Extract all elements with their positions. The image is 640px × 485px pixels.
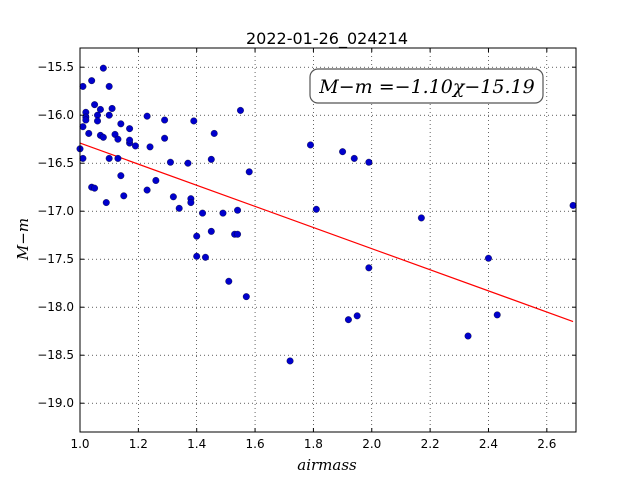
data-point <box>143 112 151 120</box>
data-point <box>225 277 233 285</box>
data-point <box>175 204 183 212</box>
x-tick-label: 1.8 <box>304 437 323 451</box>
plot-frame <box>79 47 577 433</box>
x-tick-label: 1.0 <box>70 437 89 451</box>
y-tick-label: −15.5 <box>37 60 74 74</box>
data-point <box>114 154 122 162</box>
data-point <box>94 117 101 125</box>
data-point <box>193 232 201 240</box>
y-tick-label: −17.0 <box>37 204 74 218</box>
y-tick-label: −18.5 <box>37 348 74 362</box>
data-point <box>312 205 320 213</box>
data-point <box>193 252 201 260</box>
data-point <box>114 135 122 143</box>
y-tick-label: −17.5 <box>37 252 74 266</box>
x-tick-label: 1.2 <box>129 437 148 451</box>
data-point <box>117 172 125 180</box>
data-point <box>85 129 93 137</box>
data-point <box>96 105 104 113</box>
x-axis-label: airmass <box>297 456 357 474</box>
x-tick-label: 1.4 <box>187 437 206 451</box>
data-point <box>207 155 215 163</box>
x-tick-label: 2.4 <box>479 437 498 451</box>
y-axis-label: M−m <box>14 218 32 261</box>
y-tick-label: −16.5 <box>37 156 74 170</box>
data-point <box>120 192 128 200</box>
data-point <box>339 148 347 156</box>
data-point <box>485 254 492 262</box>
data-point <box>126 125 134 133</box>
data-point <box>365 158 373 166</box>
annotation-box <box>309 68 544 104</box>
data-point <box>184 159 192 167</box>
x-tick-label: 2.2 <box>421 437 440 451</box>
data-point <box>99 64 107 72</box>
data-point <box>166 158 174 166</box>
data-point <box>245 168 253 176</box>
data-point <box>146 143 154 151</box>
data-point <box>417 214 425 222</box>
data-point <box>569 201 577 209</box>
data-point <box>219 209 227 217</box>
fit-line-layer <box>79 142 574 323</box>
data-point <box>169 193 177 201</box>
data-points <box>76 64 577 365</box>
data-point <box>286 357 294 365</box>
chart-title: 2022-01-26_024214 <box>246 29 408 49</box>
data-point <box>79 82 87 90</box>
data-point <box>88 77 96 85</box>
data-point <box>117 120 125 128</box>
data-point <box>234 206 242 214</box>
data-point <box>105 154 113 162</box>
data-point <box>307 141 314 149</box>
data-point <box>344 316 352 324</box>
data-point <box>143 186 151 194</box>
data-point <box>464 332 472 340</box>
x-tick-label: 1.6 <box>246 437 265 451</box>
data-point <box>91 184 99 192</box>
data-point <box>161 134 169 142</box>
data-point <box>91 101 99 109</box>
data-point <box>99 133 107 141</box>
data-point <box>190 117 198 125</box>
data-point <box>82 116 90 124</box>
data-point <box>79 154 87 162</box>
data-point <box>105 111 113 119</box>
data-point <box>350 154 358 162</box>
data-point <box>202 253 209 261</box>
data-point <box>79 123 87 131</box>
y-tick-label: −16.0 <box>37 108 74 122</box>
data-point <box>242 293 250 301</box>
x-tick-label: 2.6 <box>537 437 556 451</box>
data-point <box>187 199 195 207</box>
data-point <box>365 264 373 272</box>
fit-line <box>79 142 574 323</box>
equation-annotation: M−m =−1.10χ−15.19 <box>309 68 544 104</box>
data-point <box>210 129 218 137</box>
data-point <box>131 142 139 150</box>
data-point <box>207 227 215 235</box>
data-point <box>353 312 361 320</box>
data-point <box>126 136 134 144</box>
x-tick-label: 2.0 <box>362 437 381 451</box>
data-point <box>234 230 242 238</box>
data-point <box>199 209 206 217</box>
data-point <box>102 199 110 207</box>
data-point <box>105 82 113 90</box>
data-point <box>94 111 101 119</box>
data-point <box>108 105 116 112</box>
y-tick-label: −18.0 <box>37 300 74 314</box>
data-point <box>161 116 169 124</box>
grid-lines <box>79 48 576 432</box>
data-point <box>152 177 160 184</box>
y-tick-label: −19.0 <box>37 396 74 410</box>
axis-ticks: 1.0 1.2 1.4 1.6 1.8 2.0 2.2 2.4 2.6 −15.5 −16.0 −16… <box>37 48 576 451</box>
annotation-text: M−m =−1.10χ−15.19 <box>318 76 534 98</box>
data-point <box>493 311 501 319</box>
data-point <box>237 106 244 114</box>
